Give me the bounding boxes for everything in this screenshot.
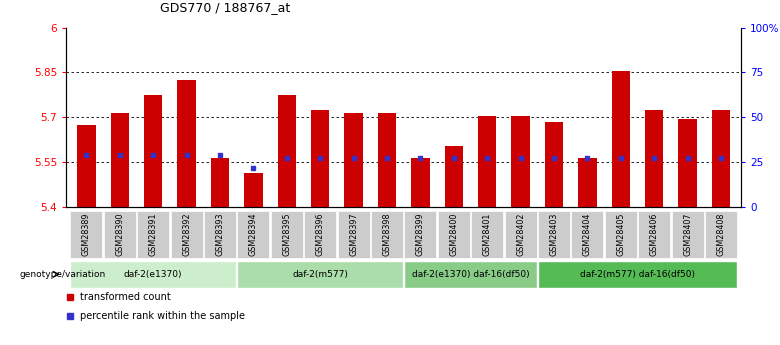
Text: GSM28407: GSM28407	[683, 213, 692, 256]
Bar	[604, 211, 636, 258]
Bar	[645, 110, 663, 207]
Bar	[378, 113, 396, 207]
Text: GSM28398: GSM28398	[382, 213, 392, 256]
Text: GSM28392: GSM28392	[182, 213, 191, 256]
Bar	[237, 261, 403, 287]
Bar	[478, 116, 496, 207]
Bar	[278, 95, 296, 207]
Bar	[471, 211, 503, 258]
Bar	[271, 211, 303, 258]
Text: GSM28393: GSM28393	[215, 213, 225, 256]
Text: GSM28390: GSM28390	[115, 213, 124, 256]
Bar	[411, 158, 430, 207]
Text: GSM28401: GSM28401	[483, 213, 491, 256]
Bar	[712, 110, 730, 207]
Bar	[538, 211, 570, 258]
Bar	[578, 158, 597, 207]
Text: daf-2(e1370) daf-16(df50): daf-2(e1370) daf-16(df50)	[412, 270, 530, 279]
Bar	[104, 211, 136, 258]
Bar	[211, 158, 229, 207]
Text: transformed count: transformed count	[80, 292, 171, 302]
Text: genotype/variation: genotype/variation	[20, 270, 106, 279]
Bar	[244, 172, 263, 207]
Bar	[171, 211, 203, 258]
Bar	[612, 71, 630, 207]
Text: GSM28406: GSM28406	[650, 213, 658, 256]
Text: GSM28397: GSM28397	[349, 213, 358, 256]
Bar	[371, 211, 403, 258]
Text: GSM28399: GSM28399	[416, 213, 425, 256]
Text: GSM28403: GSM28403	[549, 213, 558, 256]
Text: GSM28391: GSM28391	[149, 213, 158, 256]
Bar	[638, 211, 670, 258]
Bar	[237, 211, 269, 258]
Bar	[338, 211, 370, 258]
Text: daf-2(e1370): daf-2(e1370)	[124, 270, 183, 279]
Bar	[445, 146, 463, 207]
Text: daf-2(m577): daf-2(m577)	[292, 270, 348, 279]
Text: GSM28402: GSM28402	[516, 213, 525, 256]
Bar	[404, 261, 537, 287]
Bar	[505, 211, 537, 258]
Bar	[70, 261, 236, 287]
Bar	[538, 261, 737, 287]
Bar	[404, 211, 436, 258]
Bar	[344, 113, 363, 207]
Text: GSM28394: GSM28394	[249, 213, 258, 256]
Text: GSM28404: GSM28404	[583, 213, 592, 256]
Bar	[512, 116, 530, 207]
Text: GSM28400: GSM28400	[449, 213, 459, 256]
Bar	[705, 211, 737, 258]
Bar	[177, 80, 196, 207]
Text: daf-2(m577) daf-16(df50): daf-2(m577) daf-16(df50)	[580, 270, 695, 279]
Text: GDS770 / 188767_at: GDS770 / 188767_at	[160, 1, 290, 14]
Bar	[70, 211, 102, 258]
Text: percentile rank within the sample: percentile rank within the sample	[80, 311, 245, 321]
Text: GSM28389: GSM28389	[82, 213, 90, 256]
Bar	[672, 211, 704, 258]
Bar	[438, 211, 470, 258]
Bar	[311, 110, 329, 207]
Bar	[111, 113, 129, 207]
Text: GSM28396: GSM28396	[316, 213, 324, 256]
Bar	[204, 211, 236, 258]
Bar	[571, 211, 604, 258]
Text: GSM28395: GSM28395	[282, 213, 291, 256]
Bar	[304, 211, 336, 258]
Text: GSM28408: GSM28408	[717, 213, 725, 256]
Text: GSM28405: GSM28405	[616, 213, 626, 256]
Bar	[77, 125, 95, 207]
Bar	[144, 95, 162, 207]
Bar	[137, 211, 169, 258]
Bar	[679, 119, 697, 207]
Bar	[544, 122, 563, 207]
